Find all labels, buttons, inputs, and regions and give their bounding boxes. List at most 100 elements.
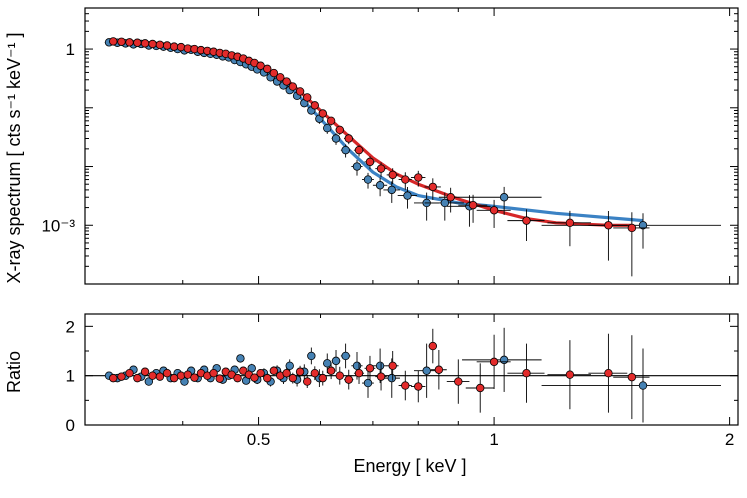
spectrum-panel: 1 10⁻³ X-ray spectrum [ cts s⁻¹ keV⁻¹ ] [4,7,739,285]
ratio-point [499,355,509,365]
ratio-point [326,366,336,375]
y-tick-label: 1 [66,367,75,386]
spectrum-point [335,125,344,135]
spectrum-point [375,181,385,190]
spectrum-point [169,42,179,51]
spectrum-point [565,218,575,228]
ratio-point [236,354,245,363]
ratio-point [295,367,305,376]
ratio-point [215,374,224,383]
ratio-point [133,373,142,383]
spectrum-point [489,206,499,215]
ratio-point [117,372,126,381]
ratio-point [310,369,320,378]
ratio-point [239,366,248,375]
ratio-point [434,365,444,374]
ratio-point [190,373,199,382]
spectrum-point [414,173,423,182]
ratio-points [104,327,722,423]
ratio-point [401,381,410,390]
spectrum-point [401,175,410,184]
spectrum-point [376,164,386,173]
spectrum-point [341,145,350,155]
ratio-point [144,377,154,386]
ratio-point [263,373,272,383]
spectrum-point [326,116,336,126]
spectrum-point [109,37,118,46]
spectrum-point [162,41,172,50]
ratio-point [269,366,279,375]
ratio-point [376,372,386,381]
spectrum-series-1 [104,38,722,249]
spectrum-point [440,198,450,208]
ratio-point [335,371,344,380]
y-tick-label: 10⁻³ [41,216,75,235]
ratio-point [604,369,613,378]
x-axis-label: Energy [ keV ] [353,456,466,476]
ratio-point [282,369,291,378]
spectrum-point [638,221,648,230]
spectrum-point [176,42,186,52]
x-tick-label: 2 [725,430,734,449]
spectrum-point [363,175,373,184]
spectrum-points [104,37,722,277]
y-tick-label: 0 [66,416,75,435]
ratio-point [489,357,499,367]
ratio-point [388,361,397,370]
ratio-point [365,364,375,373]
ratio-point [341,351,350,361]
model-curves [106,39,644,227]
ratio-point [387,373,396,383]
ratio-series-2 [109,328,650,420]
spectrum-point [604,221,613,230]
spectrum-point [318,109,327,118]
spectrum-point [125,38,134,47]
ratio-point [454,377,463,386]
ratio-point [250,373,259,382]
ratio-y-axis-label: Ratio [4,351,24,393]
ratio-point [303,377,312,386]
spectrum-point [331,134,341,143]
ratio-point [169,373,179,383]
ratio-point [176,371,186,380]
ratio-point [565,370,575,379]
model-curve-2 [106,39,632,227]
ratio-point [344,375,353,384]
ratio-point [318,373,327,383]
spectrum-point [148,39,157,49]
ratio-ticks: 0.5 1 2 0 1 2 [66,314,738,449]
spectrum-point [627,223,637,233]
ratio-point [363,378,373,388]
spectrum-point [310,101,320,110]
spectrum-point [117,37,126,46]
spectrum-point [263,64,272,74]
spectrum-point [522,216,531,225]
spectrum-point [468,200,478,210]
ratio-point [148,371,157,380]
spectrum-point [133,38,142,47]
spectrum-point [499,193,509,202]
spectrum-point [269,68,279,78]
ratio-plot-frame [84,313,739,426]
ratio-point [627,372,637,382]
spectrum-point [428,182,438,192]
y-tick-label: 2 [66,317,75,336]
x-tick-label: 1 [489,430,498,449]
ratio-point [352,361,362,370]
spectrum-point [288,82,298,91]
spectrum-point [344,134,353,143]
spectrum-point [295,87,305,96]
ratio-point [375,361,385,370]
ratio-point [288,373,298,383]
ratio-point [285,361,294,370]
spectrum-point [282,77,291,86]
spectrum-plot-frame [84,7,739,285]
model-curve-1 [106,40,644,223]
spectrum-point [365,157,375,167]
ratio-point [414,382,423,391]
ratio-point [233,373,242,383]
x-tick-label: 0.5 [247,430,271,449]
spectrum-point [388,170,397,180]
spectrum-point [323,123,332,133]
